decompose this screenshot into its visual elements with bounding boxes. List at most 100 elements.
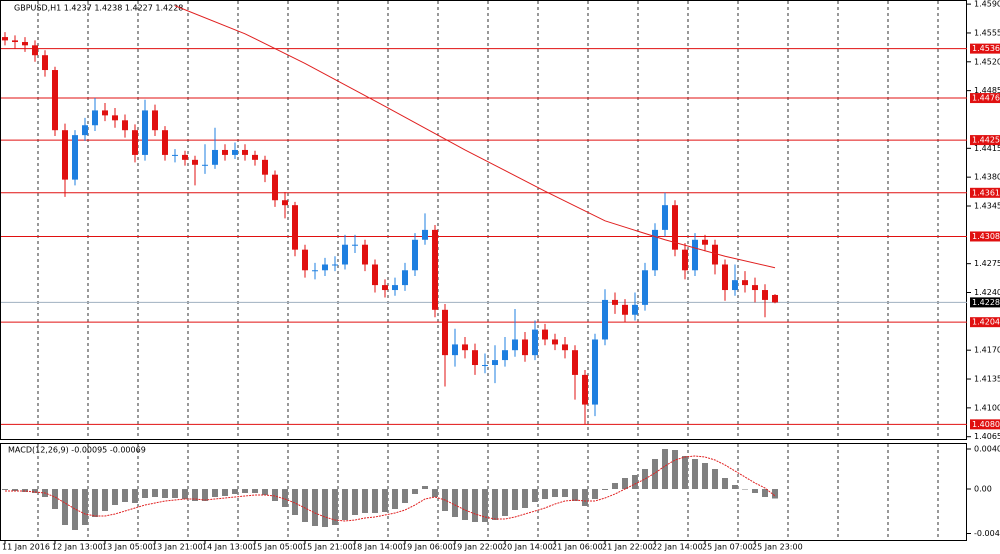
candle-body xyxy=(212,149,218,165)
candle-body xyxy=(122,120,128,131)
macd-bar xyxy=(592,489,598,499)
macd-bar xyxy=(552,489,558,497)
candle-body xyxy=(492,360,498,366)
macd-bar xyxy=(342,489,348,520)
macd-bar xyxy=(112,489,118,505)
candle-body xyxy=(12,40,18,43)
chart-title: GBPUSD,H1 1.4237 1.4238 1.4227 1.4228 xyxy=(14,4,183,13)
candle-body xyxy=(442,309,448,356)
macd-bar xyxy=(62,489,68,525)
candle-body xyxy=(472,350,478,366)
macd-bar xyxy=(462,489,468,520)
macd-bar xyxy=(732,485,738,489)
level-tag xyxy=(970,419,1000,430)
y-tick-label: -0.00445 xyxy=(974,529,1000,538)
macd-title: MACD(12,26,9) -0.00095 -0.00069 xyxy=(8,446,146,455)
candle-body xyxy=(752,285,758,291)
candle-body xyxy=(362,244,368,265)
level-label: 1.4476 xyxy=(972,94,1000,103)
candle-body xyxy=(542,329,548,340)
macd-bar xyxy=(532,489,538,502)
candle-body xyxy=(292,205,298,250)
candle-body xyxy=(162,130,168,155)
candle-body xyxy=(622,304,628,315)
price-frame xyxy=(0,0,967,440)
macd-bar xyxy=(672,450,678,489)
macd-bar xyxy=(762,489,768,497)
candle-body xyxy=(672,205,678,250)
level-tag xyxy=(970,187,1000,198)
candle-body xyxy=(452,344,458,356)
macd-bar xyxy=(742,489,748,490)
macd-bar xyxy=(512,489,518,510)
level-tag xyxy=(970,317,1000,328)
macd-bar xyxy=(92,489,98,517)
macd-bar xyxy=(662,449,668,489)
macd-bar xyxy=(642,469,648,489)
last-price-label: 1.4228 xyxy=(972,298,1000,307)
macd-bar xyxy=(492,489,498,520)
candle-body xyxy=(502,350,508,361)
x-tick-label: 25 Jan 23:00 xyxy=(752,543,803,552)
macd-bar xyxy=(132,489,138,503)
macd-bar xyxy=(482,489,488,522)
macd-bar xyxy=(622,478,628,489)
candle-body xyxy=(632,304,638,315)
last-price-tag xyxy=(970,297,1000,308)
y-tick-label: 1.4170 xyxy=(974,346,1000,355)
macd-bar xyxy=(652,459,658,489)
x-tick-label: 21 Jan 22:00 xyxy=(602,543,653,552)
x-tick-label: 13 Jan 21:00 xyxy=(152,543,203,552)
macd-bar xyxy=(192,489,198,501)
candle-body xyxy=(742,280,748,286)
candle-body xyxy=(102,110,108,116)
macd-bar xyxy=(302,489,308,522)
level-tag xyxy=(970,93,1000,104)
candle-body xyxy=(682,249,688,271)
macd-bar xyxy=(292,489,298,515)
candle-body xyxy=(272,174,278,201)
level-tag xyxy=(970,43,1000,54)
x-tick-label: 11 Jan 2016 xyxy=(2,543,50,552)
macd-bar xyxy=(362,489,368,513)
x-tick-label: 14 Jan 13:00 xyxy=(202,543,253,552)
macd-bar xyxy=(172,489,178,498)
candle-body xyxy=(772,294,778,303)
candle-body xyxy=(662,205,668,230)
macd-frame xyxy=(0,443,967,541)
candle-body xyxy=(232,149,238,155)
macd-bar xyxy=(142,489,148,498)
level-label: 1.4080 xyxy=(972,420,1000,429)
candle-body xyxy=(532,329,538,356)
macd-bar xyxy=(402,489,408,503)
macd-bar xyxy=(352,489,358,515)
candle-body xyxy=(62,130,68,180)
level-tag xyxy=(970,231,1000,242)
macd-bar xyxy=(332,489,338,525)
y-tick-label: 1.4275 xyxy=(974,259,1000,268)
level-label: 1.4204 xyxy=(972,318,1000,327)
macd-bar xyxy=(412,489,418,494)
candle-body xyxy=(252,154,258,160)
macd-bar xyxy=(562,489,568,497)
macd-bar xyxy=(702,463,708,489)
y-tick-label: 1.4485 xyxy=(974,86,1000,95)
candle-body xyxy=(522,339,528,356)
candle-body xyxy=(692,239,698,271)
candle-body xyxy=(592,339,598,405)
macd-bar xyxy=(72,489,78,530)
macd-bar xyxy=(692,459,698,489)
x-tick-label: 19 Jan 22:00 xyxy=(452,543,503,552)
candle-body xyxy=(422,229,428,240)
y-tick-label: 1.4240 xyxy=(974,288,1000,297)
candle-body xyxy=(712,244,718,265)
macd-bar xyxy=(452,489,458,517)
candle-body xyxy=(372,264,378,286)
candle-body xyxy=(202,164,208,166)
candle-body xyxy=(42,55,48,71)
candle-body xyxy=(72,135,78,180)
x-tick-label: 12 Jan 13:00 xyxy=(52,543,103,552)
macd-bar xyxy=(372,489,378,513)
candle-body xyxy=(2,37,8,41)
